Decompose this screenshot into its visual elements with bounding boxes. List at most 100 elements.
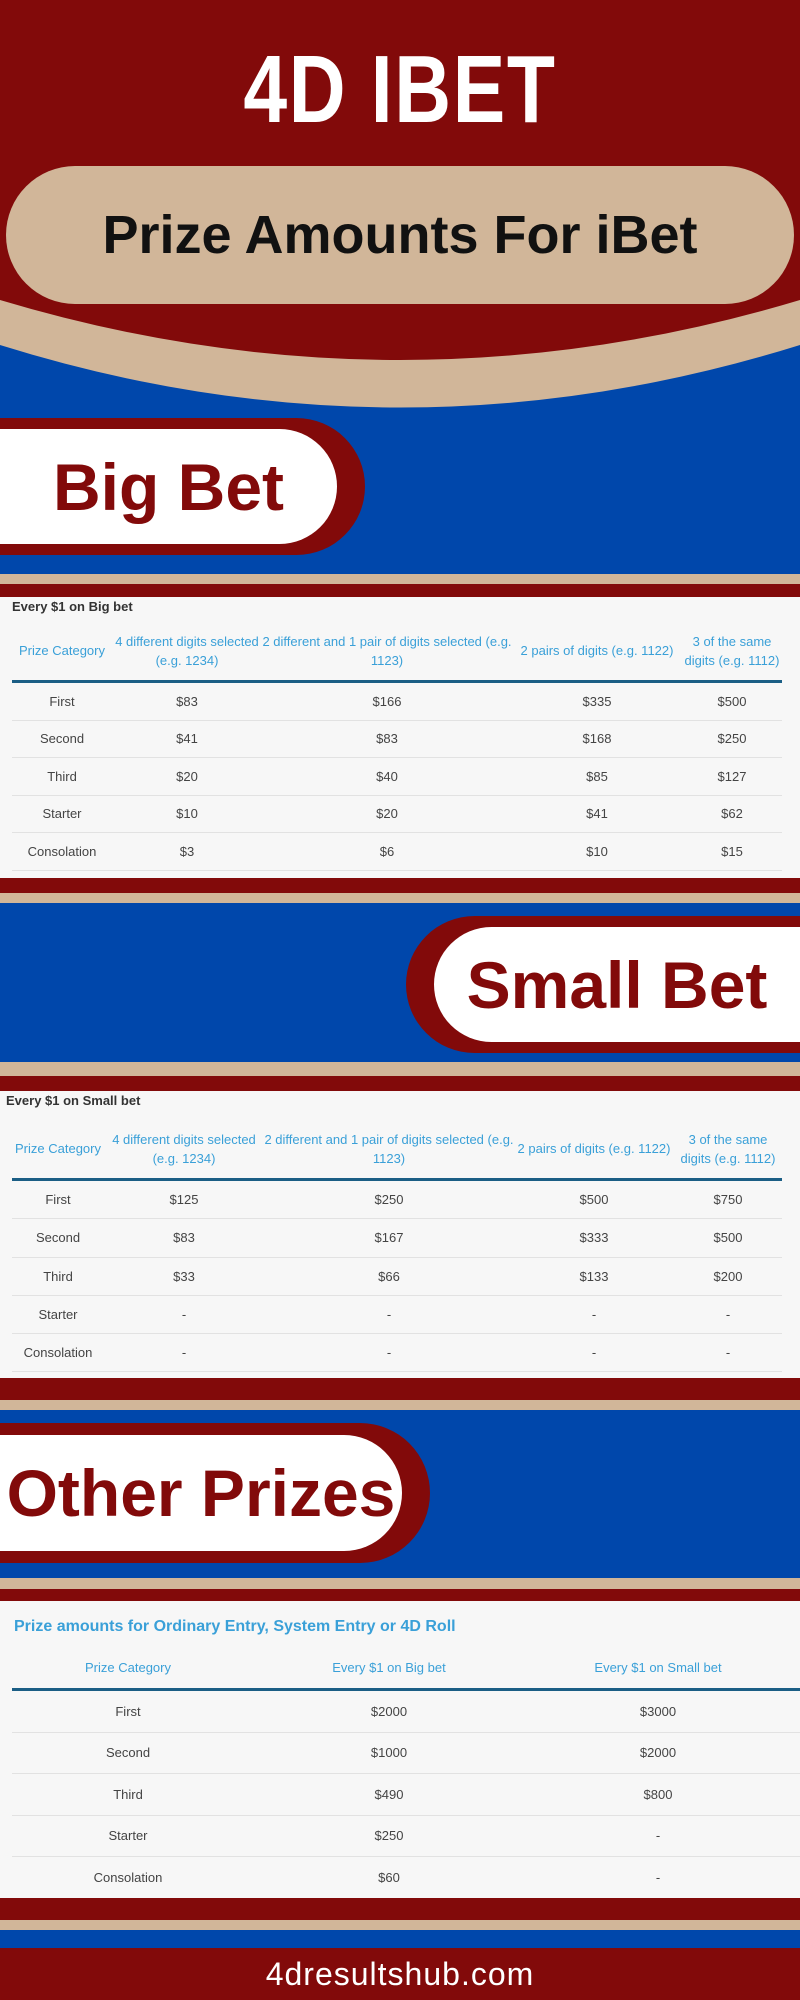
divider — [0, 1898, 800, 1920]
subtitle-pill: Prize Amounts For iBet — [6, 166, 794, 304]
table-row: Second $1000 $2000 — [12, 1733, 800, 1774]
table-cell: $6 — [379, 843, 395, 859]
table-cell: $41 — [586, 806, 608, 822]
table-row: Consolation $3 $6 $10 $15 — [12, 833, 782, 871]
table-cell: $2000 — [370, 1703, 408, 1719]
table-cell: First — [45, 1192, 71, 1208]
table-cell: - — [181, 1345, 187, 1361]
divider — [0, 584, 800, 597]
table-cell: Second — [35, 1230, 81, 1246]
divider — [0, 893, 800, 903]
table-cell: $83 — [176, 693, 198, 709]
table-cell: $127 — [717, 768, 747, 784]
table-cell: - — [725, 1345, 731, 1361]
table-cell: $20 — [376, 806, 398, 822]
table-cell: $3000 — [639, 1703, 677, 1719]
table-row: Third $33 $66 $133 $200 — [12, 1258, 782, 1296]
table-row: First $2000 $3000 — [12, 1691, 800, 1733]
table-cell: $40 — [376, 768, 398, 784]
divider — [0, 1378, 800, 1400]
table-row: Starter - - - - — [12, 1296, 782, 1335]
table-cell: $33 — [173, 1268, 195, 1284]
table-cell: - — [655, 1828, 661, 1844]
table-cell: $41 — [176, 731, 198, 747]
small-bet-heading: Small Bet — [434, 927, 800, 1042]
table-cell: $168 — [582, 731, 612, 747]
table-cell: $800 — [643, 1786, 673, 1802]
table-row: Third $20 $40 $85 $127 — [12, 758, 782, 796]
table-row: First $83 $166 $335 $500 — [12, 683, 782, 721]
table-cell: $250 — [717, 731, 747, 747]
table-cell: $20 — [176, 768, 198, 784]
table-cell: $500 — [717, 693, 747, 709]
table-cell: $490 — [374, 1786, 404, 1802]
table-cell: $500 — [713, 1230, 743, 1246]
table-cell: $125 — [169, 1192, 199, 1208]
table-header-row: Prize Category 4 different digits selecte… — [12, 1121, 782, 1181]
table-cell: $200 — [713, 1268, 743, 1284]
table-cell: $750 — [713, 1192, 743, 1208]
small-bet-table: Every $1 on Small bet Prize Category 4 dif… — [0, 1091, 800, 1378]
divider — [0, 574, 800, 584]
table-cell: $133 — [579, 1268, 609, 1284]
table-cell: $83 — [173, 1230, 195, 1246]
table-cell: $333 — [579, 1230, 609, 1246]
table-cell: - — [386, 1307, 392, 1323]
table-cell: First — [49, 693, 75, 709]
table-cell: $167 — [374, 1230, 404, 1246]
divider — [0, 1076, 800, 1091]
table-cell: - — [725, 1307, 731, 1323]
table-cell: $60 — [378, 1869, 400, 1885]
table-cell: $166 — [372, 693, 402, 709]
table-row: Consolation - - - - — [12, 1334, 782, 1373]
table-cell: - — [591, 1345, 597, 1361]
table-cell: Starter — [38, 1307, 78, 1323]
table-cell: Consolation — [23, 1345, 93, 1361]
table-cell: $83 — [376, 731, 398, 747]
other-prizes-heading: Other Prizes — [0, 1435, 402, 1551]
table-cell: Second — [39, 731, 85, 747]
table-cell: Consolation — [93, 1869, 163, 1885]
other-prizes-table: Prize amounts for Ordinary Entry, System… — [0, 1601, 800, 1899]
table-cell: Starter — [108, 1828, 148, 1844]
table-caption: Every $1 on Small bet — [6, 1093, 141, 1108]
column-header: Prize Category — [19, 643, 105, 659]
table-row: Second $83 $167 $333 $500 — [12, 1219, 782, 1258]
column-header: 2 different and 1 pair of digits selecte… — [262, 633, 512, 668]
big-bet-heading-pill: Big Bet — [0, 418, 365, 555]
divider — [0, 1589, 800, 1601]
table-cell: $335 — [582, 693, 612, 709]
table-cell: $500 — [579, 1192, 609, 1208]
table-cell: $2000 — [639, 1745, 677, 1761]
column-header: 2 pairs of digits (e.g. 1122) — [517, 1141, 671, 1157]
table-cell: Third — [47, 768, 77, 784]
table-cell: - — [181, 1307, 187, 1323]
table-cell: - — [655, 1869, 661, 1885]
divider — [0, 878, 800, 893]
table-row: Consolation $60 - — [12, 1857, 800, 1899]
column-header: 2 pairs of digits (e.g. 1122) — [520, 643, 674, 659]
table-cell: Third — [113, 1786, 143, 1802]
footer-site: 4dresultshub.com — [0, 1948, 800, 2000]
table-cell: $15 — [721, 843, 743, 859]
table-cell: $10 — [176, 806, 198, 822]
table-row: Third $490 $800 — [12, 1774, 800, 1816]
table-cell: - — [386, 1345, 392, 1361]
divider — [0, 1578, 800, 1589]
table-row: Starter $250 - — [12, 1816, 800, 1857]
table-cell: $85 — [586, 768, 608, 784]
other-prizes-heading-pill: Other Prizes — [0, 1423, 430, 1563]
big-bet-table: Every $1 on Big bet Prize Category 4 diffe… — [0, 597, 800, 878]
table-cell: Third — [43, 1268, 73, 1284]
table-caption: Every $1 on Big bet — [12, 599, 133, 614]
table-cell: Starter — [42, 806, 82, 822]
divider — [0, 1920, 800, 1930]
column-header: 3 of the same digits (e.g. 1112) — [684, 633, 780, 668]
table-cell: $3 — [179, 843, 195, 859]
table-cell: $1000 — [370, 1745, 408, 1761]
column-header: Prize Category — [15, 1141, 101, 1157]
table-cell: $10 — [586, 843, 608, 859]
table-cell: $250 — [374, 1192, 404, 1208]
column-header: Prize Category — [85, 1660, 171, 1676]
table-header-row: Prize Category Every $1 on Big bet Every $… — [12, 1649, 800, 1691]
